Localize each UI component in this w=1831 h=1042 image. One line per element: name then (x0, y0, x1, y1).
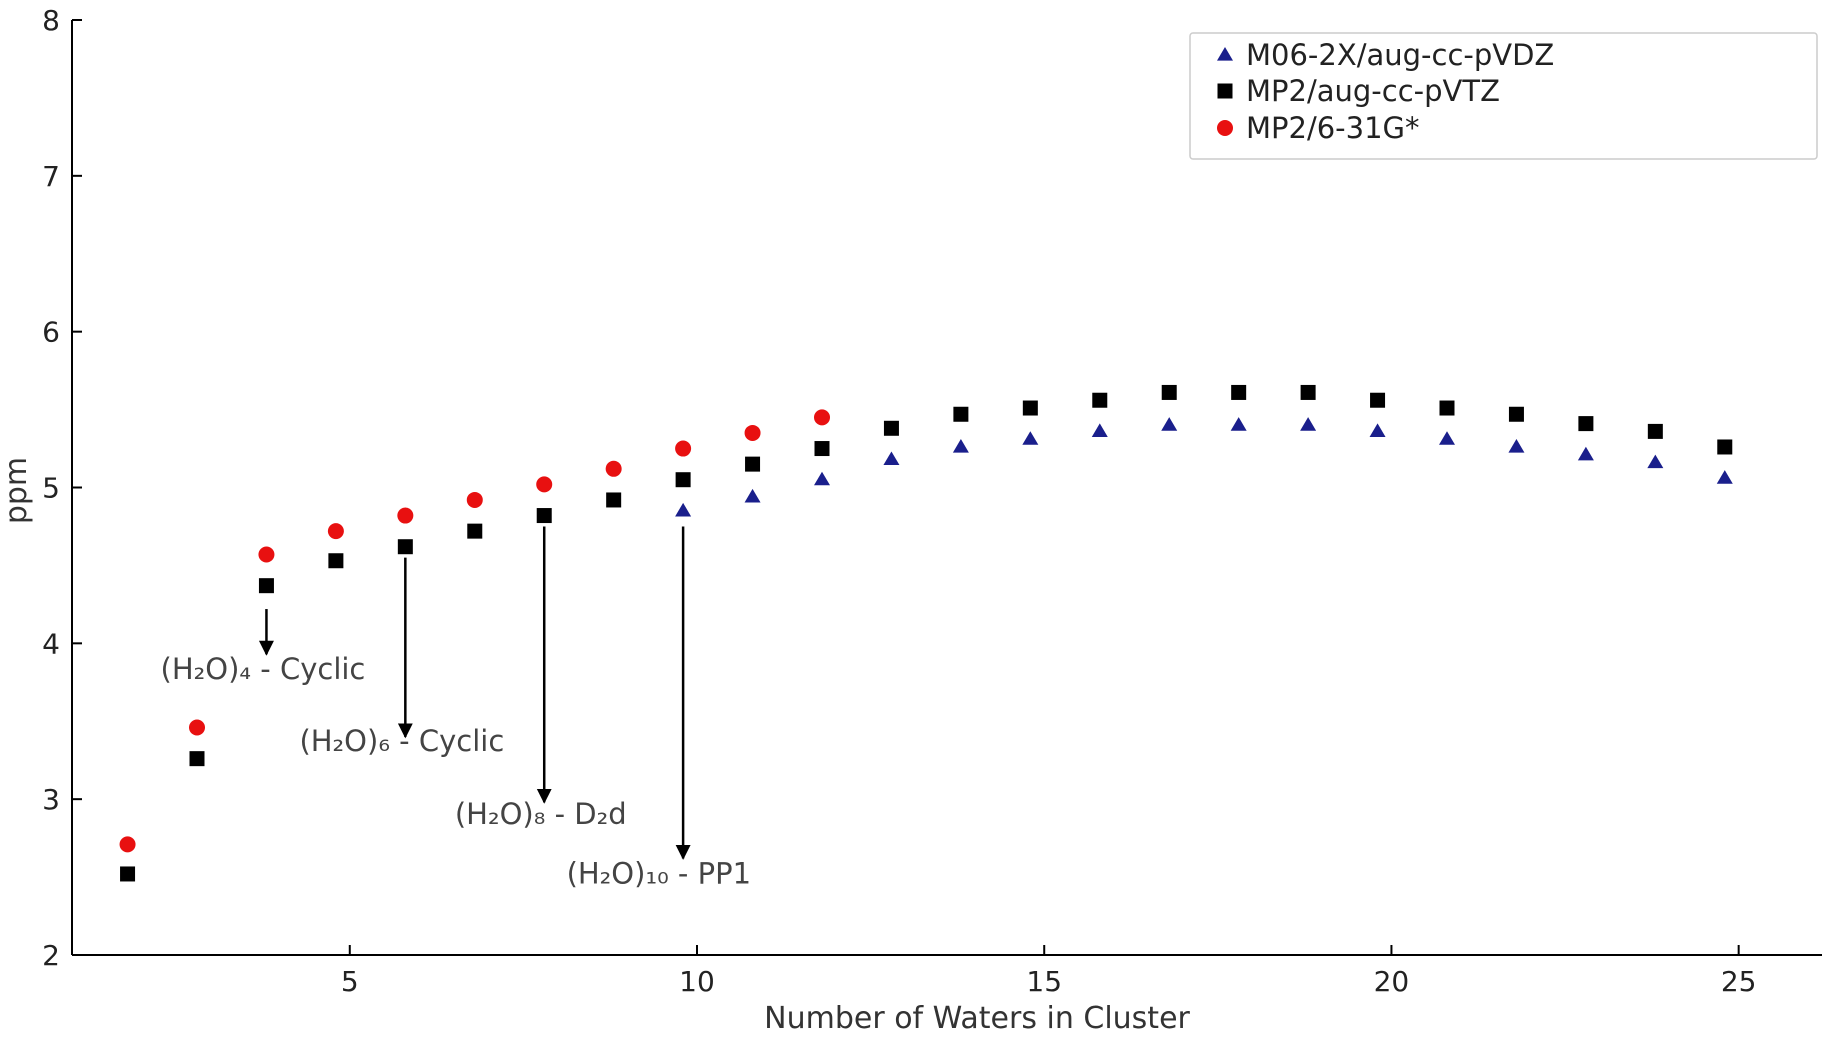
data-point-triangle (1230, 417, 1247, 431)
data-point-square (1300, 384, 1316, 400)
data-point-square (883, 420, 899, 436)
data-point-triangle (1022, 431, 1039, 445)
y-tick-label: 6 (42, 316, 60, 349)
data-point-circle (119, 836, 136, 853)
data-point-square (120, 866, 136, 882)
data-point-square (258, 578, 274, 594)
legend-marker-square (1217, 83, 1233, 99)
data-point-triangle (1577, 446, 1594, 461)
data-point-square (814, 441, 830, 457)
data-point-triangle (1716, 470, 1733, 484)
data-point-triangle (883, 451, 900, 466)
data-point-square (1508, 406, 1524, 422)
data-point-square (536, 508, 552, 524)
x-tick-label: 10 (679, 965, 715, 998)
data-point-square (953, 406, 969, 422)
data-point-triangle (1439, 431, 1455, 445)
data-point-triangle (1161, 417, 1178, 431)
legend-box (1189, 32, 1818, 160)
data-point-triangle (1369, 423, 1386, 437)
data-point-square (1439, 400, 1455, 416)
data-point-circle (258, 546, 275, 563)
data-point-circle (605, 460, 622, 477)
annotation-label: (H₂O)₆ - Cyclic (299, 724, 504, 758)
axes: 5 10 15 20 25 2 3 4 5 6 7 8 (42, 4, 1822, 998)
x-tick-label: 5 (341, 965, 359, 998)
annotations: (H₂O)₄ - Cyclic (H₂O)₆ - Cyclic (H₂O)₈ - D… (161, 526, 751, 890)
y-axis-label: ppm (0, 457, 34, 524)
annotation-label: (H₂O)₄ - Cyclic (161, 652, 366, 686)
legend-marker-circle (1217, 120, 1233, 136)
x-axis-label: Number of Waters in Cluster (764, 1001, 1190, 1036)
data-point-triangle (1508, 438, 1525, 453)
x-tick-label: 15 (1026, 965, 1062, 998)
data-point-square (397, 539, 413, 555)
y-tick-label: 8 (42, 4, 60, 37)
x-tick-label: 25 (1721, 965, 1757, 998)
data-point-triangle (744, 488, 761, 503)
y-tick-label: 5 (42, 472, 60, 505)
data-point-square (1578, 416, 1594, 432)
data-point-square (606, 492, 622, 508)
annotation-label: (H₂O)₈ - D₂d (455, 797, 627, 831)
legend-label: MP2/aug-cc-pVTZ (1246, 74, 1500, 108)
data-marks (119, 384, 1733, 882)
legend-label: M06-2X/aug-cc-pVDZ (1246, 38, 1554, 72)
data-point-circle (744, 424, 761, 441)
data-point-square (328, 553, 344, 569)
data-point-square (745, 456, 761, 472)
data-point-triangle (1300, 417, 1317, 431)
data-point-square (1022, 400, 1038, 416)
data-point-square (1092, 392, 1108, 408)
y-tick-label: 3 (42, 783, 60, 816)
data-point-triangle (952, 438, 969, 453)
data-point-circle (466, 491, 483, 508)
y-tick-label: 7 (42, 160, 60, 193)
data-point-triangle (814, 471, 830, 486)
data-point-circle (536, 476, 553, 493)
data-point-square (1161, 384, 1177, 400)
data-point-circle (397, 507, 414, 524)
data-point-triangle (675, 502, 692, 517)
annotation-label: (H₂O)₁₀ - PP1 (567, 856, 751, 890)
data-point-circle (814, 409, 830, 426)
data-point-square (467, 523, 483, 539)
data-point-square (1647, 423, 1663, 439)
y-tick-label: 4 (42, 627, 60, 660)
x-tick-label: 20 (1374, 965, 1410, 998)
legend-label: MP2/6-31G* (1246, 111, 1420, 145)
data-point-square (1231, 384, 1247, 400)
data-point-square (189, 751, 205, 767)
data-point-triangle (1091, 423, 1108, 437)
data-point-circle (189, 719, 205, 736)
data-point-square (675, 472, 691, 488)
legend-marker-triangle (1217, 47, 1233, 61)
legend: M06-2X/aug-cc-pVDZMP2/aug-cc-pVTZMP2/6-3… (1189, 32, 1818, 160)
data-point-circle (675, 440, 692, 457)
data-point-square (1370, 392, 1386, 408)
y-tick-label: 2 (42, 939, 60, 972)
data-point-triangle (1647, 454, 1664, 469)
data-point-circle (327, 523, 344, 540)
data-point-square (1717, 439, 1733, 455)
